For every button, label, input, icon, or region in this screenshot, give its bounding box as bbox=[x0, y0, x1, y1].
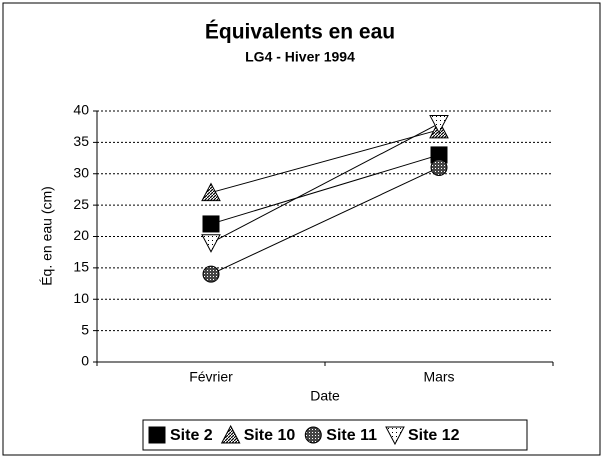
data-point bbox=[201, 234, 221, 253]
data-point bbox=[430, 158, 448, 176]
legend-marker bbox=[385, 426, 405, 446]
y-tick-label: 20 bbox=[73, 227, 89, 243]
series-line bbox=[210, 167, 440, 275]
legend-label: Site 12 bbox=[408, 427, 460, 444]
series-line bbox=[210, 123, 440, 244]
data-point bbox=[202, 215, 220, 233]
data-point bbox=[202, 265, 220, 283]
y-tick-label: 35 bbox=[73, 133, 89, 149]
y-tick-label: 40 bbox=[73, 102, 89, 118]
y-tick-label: 30 bbox=[73, 164, 89, 180]
chart-subtitle: LG4 - Hiver 1994 bbox=[245, 49, 355, 65]
series-line bbox=[210, 154, 440, 225]
data-point bbox=[429, 115, 449, 134]
chart-title: Équivalents en eau bbox=[205, 21, 395, 44]
legend bbox=[142, 419, 528, 451]
x-axis-label: Date bbox=[310, 388, 340, 404]
legend-marker bbox=[220, 424, 241, 444]
frame bbox=[2, 2, 601, 456]
y-tick-label: 25 bbox=[73, 196, 89, 212]
legend-marker bbox=[148, 426, 166, 444]
data-point bbox=[201, 182, 221, 202]
y-tick-label: 15 bbox=[73, 259, 89, 275]
y-axis-label: Éq. en eau (cm) bbox=[39, 186, 55, 286]
y-tick-label: 5 bbox=[81, 321, 89, 337]
legend-label: Site 10 bbox=[244, 427, 296, 444]
x-tick-label: Février bbox=[189, 369, 233, 385]
x-tick-label: Mars bbox=[423, 369, 454, 385]
series-line bbox=[210, 129, 440, 194]
legend-marker bbox=[304, 426, 322, 444]
y-tick-label: 10 bbox=[73, 290, 89, 306]
legend-label: Site 11 bbox=[326, 427, 377, 444]
legend-label: Site 2 bbox=[170, 427, 213, 444]
y-tick-label: 0 bbox=[81, 353, 89, 369]
